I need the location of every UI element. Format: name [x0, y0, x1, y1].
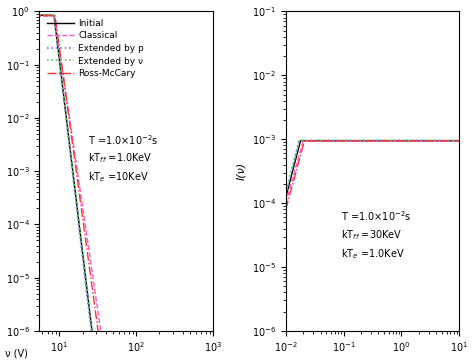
Text: T =1.0×10$^{-2}$s
kT$_{ff}$ =1.0KeV
kT$_e$ =10KeV: T =1.0×10$^{-2}$s kT$_{ff}$ =1.0KeV kT$_…: [88, 133, 159, 184]
Text: T =1.0×10$^{-2}$s
kT$_{ff}$ =30KeV
kT$_e$ =1.0KeV: T =1.0×10$^{-2}$s kT$_{ff}$ =30KeV kT$_e…: [341, 210, 412, 261]
Text: ν (V): ν (V): [5, 348, 27, 359]
Legend: Initial, Classical, Extended by p, Extended by ν, Ross-McCary: Initial, Classical, Extended by p, Exten…: [44, 16, 147, 81]
Y-axis label: I(ν): I(ν): [236, 162, 246, 180]
